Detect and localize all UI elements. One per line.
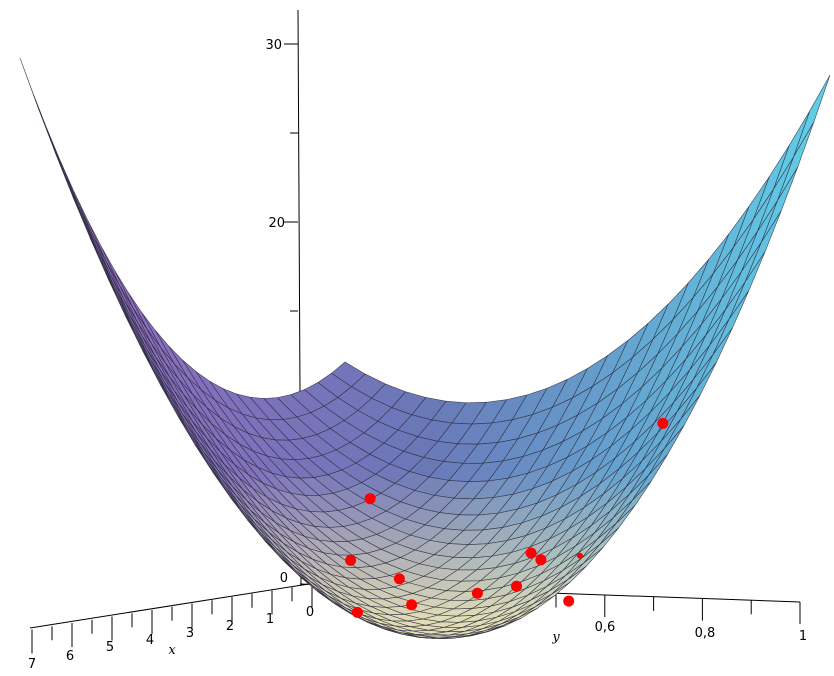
- z-tick-label-0: 0: [280, 571, 288, 586]
- y-axis-label: y: [551, 630, 560, 645]
- data-point: [576, 552, 583, 559]
- x-tick-label-0: 0: [306, 605, 314, 620]
- y-tick-label-0.6: 0,6: [595, 620, 616, 635]
- data-point: [406, 599, 418, 611]
- tick-labels: 30 20 0 0 1 2 3 4 5 6 7 x 0,6 0,8 1 y: [28, 38, 807, 672]
- surface-patch: [91, 233, 125, 300]
- surface-patch: [109, 273, 143, 336]
- data-point: [563, 595, 575, 607]
- y-tick-label-1: 1: [799, 629, 807, 644]
- data-point: [364, 493, 376, 505]
- data-point: [393, 573, 405, 585]
- x-tick-label-2: 2: [226, 619, 234, 634]
- z-tick-label-20: 20: [268, 216, 285, 231]
- surface-patch: [422, 635, 457, 639]
- data-point: [525, 547, 537, 559]
- x-tick-label-6: 6: [66, 649, 74, 664]
- x-tick-label-3: 3: [186, 626, 194, 641]
- data-point: [345, 554, 357, 566]
- x-axis-line: [29, 582, 316, 629]
- x-tick-label-1: 1: [266, 612, 274, 627]
- data-points: [345, 417, 669, 618]
- x-tick-label-7: 7: [28, 657, 36, 672]
- surface-patch: [100, 246, 134, 309]
- data-point: [657, 417, 669, 429]
- x-axis-label: x: [168, 643, 176, 658]
- surface-patch: [105, 260, 138, 323]
- surface-patch: [793, 74, 831, 157]
- data-point: [471, 587, 483, 599]
- x-tick-label-5: 5: [106, 640, 114, 655]
- z-tick-label-30: 30: [265, 38, 282, 53]
- data-point: [351, 606, 363, 618]
- data-point: [511, 580, 522, 592]
- surface-patch: [73, 191, 107, 261]
- surface-mesh: [19, 57, 831, 640]
- data-point: [535, 554, 547, 566]
- y-tick-label-0.8: 0,8: [695, 626, 716, 641]
- surface-patch: [87, 220, 120, 286]
- x-tick-label-4: 4: [146, 633, 154, 648]
